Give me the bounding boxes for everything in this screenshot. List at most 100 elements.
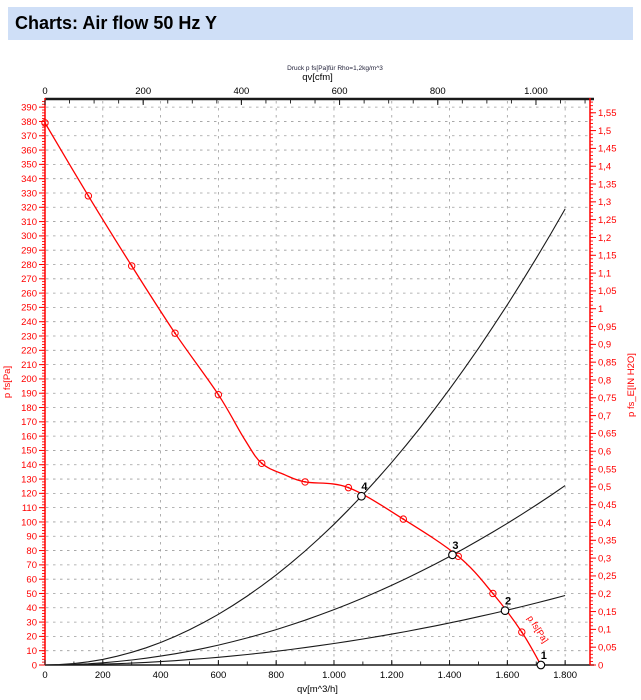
right-tick-label: 1,4 [598,162,611,173]
right-tick-label: 0,35 [598,536,617,547]
left-tick-label: 60 [26,574,37,585]
left-tick-label: 220 [21,346,37,357]
data-point-marker [127,262,136,270]
right-tick-label: 0,6 [598,447,611,458]
left-tick-label: 100 [21,517,37,528]
left-tick-label: 90 [26,532,37,543]
right-tick-label: 0,8 [598,375,611,386]
left-tick-label: 240 [21,317,37,328]
right-tick-label: 1,3 [598,197,611,208]
data-point-dot [520,631,523,634]
data-point-marker [301,478,309,486]
data-point-dot [304,481,306,483]
right-tick-label: 1,35 [598,179,617,190]
left-tick-label: 340 [21,174,37,185]
data-point-dot [87,194,90,197]
right-tick-label: 1,2 [598,233,611,244]
left-tick-label: 10 [26,646,37,657]
right-tick-label: 1,25 [598,215,617,226]
fan-pressure-curve [44,122,542,666]
left-tick-label: 20 [26,632,37,643]
left-tick-label: 110 [22,503,37,514]
bottom-tick-label: 1.800 [553,670,577,681]
bottom-axis-title: qv[m^3/h] [297,684,338,695]
top-tick-label: 800 [430,86,446,97]
top-tick-label: 400 [233,86,249,97]
data-point-dot [130,265,133,267]
right-tick-label: 0,25 [598,571,617,582]
left-tick-label: 310 [21,217,37,228]
data-point-marker [214,390,223,399]
right-tick-label: 1,45 [598,144,617,155]
data-point-marker [344,483,353,492]
left-tick-label: 160 [21,431,37,442]
left-tick-label: 370 [21,131,37,142]
bottom-tick-label: 200 [95,670,111,681]
left-tick-label: 40 [26,603,37,614]
left-tick-label: 250 [21,303,37,314]
data-point-marker [518,628,526,636]
left-tick-label: 30 [26,617,37,628]
right-tick-label: 0,85 [598,357,617,368]
left-tick-label: 300 [21,231,37,242]
right-tick-label: 1,05 [598,286,617,297]
operating-point-4 [357,491,366,501]
data-point-dot [402,518,405,521]
right-tick-label: 1 [598,304,603,315]
bottom-tick-label: 800 [268,670,284,681]
left-tick-label: 140 [21,460,37,471]
bottom-tick-label: 1.000 [322,670,346,681]
right-tick-label: 0,1 [598,625,611,636]
bottom-tick-label: 0 [42,670,47,681]
data-point-marker [171,329,179,337]
left-tick-label: 210 [21,360,37,371]
right-tick-label: 1,15 [598,251,617,262]
bottom-tick-label: 1.200 [380,670,404,681]
right-tick-label: 1,55 [598,108,617,119]
right-tick-label: 0,3 [598,553,611,564]
left-tick-label: 0 [32,660,37,671]
left-tick-label: 80 [26,546,37,557]
data-point-marker [399,515,408,523]
data-point-dot [347,486,350,489]
operating-point-label-3: 3 [452,540,458,552]
right-tick-label: 0,7 [598,411,611,422]
top-tick-label: 0 [42,86,47,97]
left-tick-label: 120 [21,489,37,500]
top-axis-title: qv[cfm] [302,72,333,83]
top-tick-label: 200 [135,86,151,97]
left-tick-label: 260 [21,288,37,299]
left-tick-label: 330 [21,188,37,199]
right-tick-label: 0,95 [598,322,617,333]
left-tick-label: 390 [21,102,37,113]
right-axis-title: p fs_E[IN H2O] [626,353,637,417]
left-tick-label: 130 [21,474,37,485]
data-point-dot [260,462,263,465]
left-tick-label: 320 [21,203,37,214]
operating-point-3 [448,550,457,560]
data-point-dot [492,592,494,595]
top-tick-label: 600 [332,86,348,97]
data-point-dot [174,332,176,335]
right-tick-label: 0,75 [598,393,617,404]
left-tick-label: 190 [21,389,37,400]
left-tick-label: 50 [26,589,37,600]
operating-point-1 [536,660,546,670]
right-tick-label: 0,2 [598,589,611,600]
data-point-dot [217,393,220,396]
data-point-dot [457,555,460,558]
operating-point-label-2: 2 [505,596,511,608]
left-tick-label: 360 [21,145,37,156]
bottom-tick-label: 1.600 [495,670,519,681]
left-tick-label: 230 [21,331,37,342]
left-tick-label: 280 [21,260,37,271]
operating-point-label-1: 1 [541,650,547,662]
right-tick-label: 1,5 [598,126,611,137]
right-tick-label: 0,65 [598,429,617,440]
right-tick-label: 0,45 [598,500,617,511]
right-tick-label: 0,55 [598,464,617,475]
data-point-marker [84,192,93,200]
left-axis-title: p fs[Pa] [2,366,13,398]
left-tick-label: 200 [21,374,37,385]
